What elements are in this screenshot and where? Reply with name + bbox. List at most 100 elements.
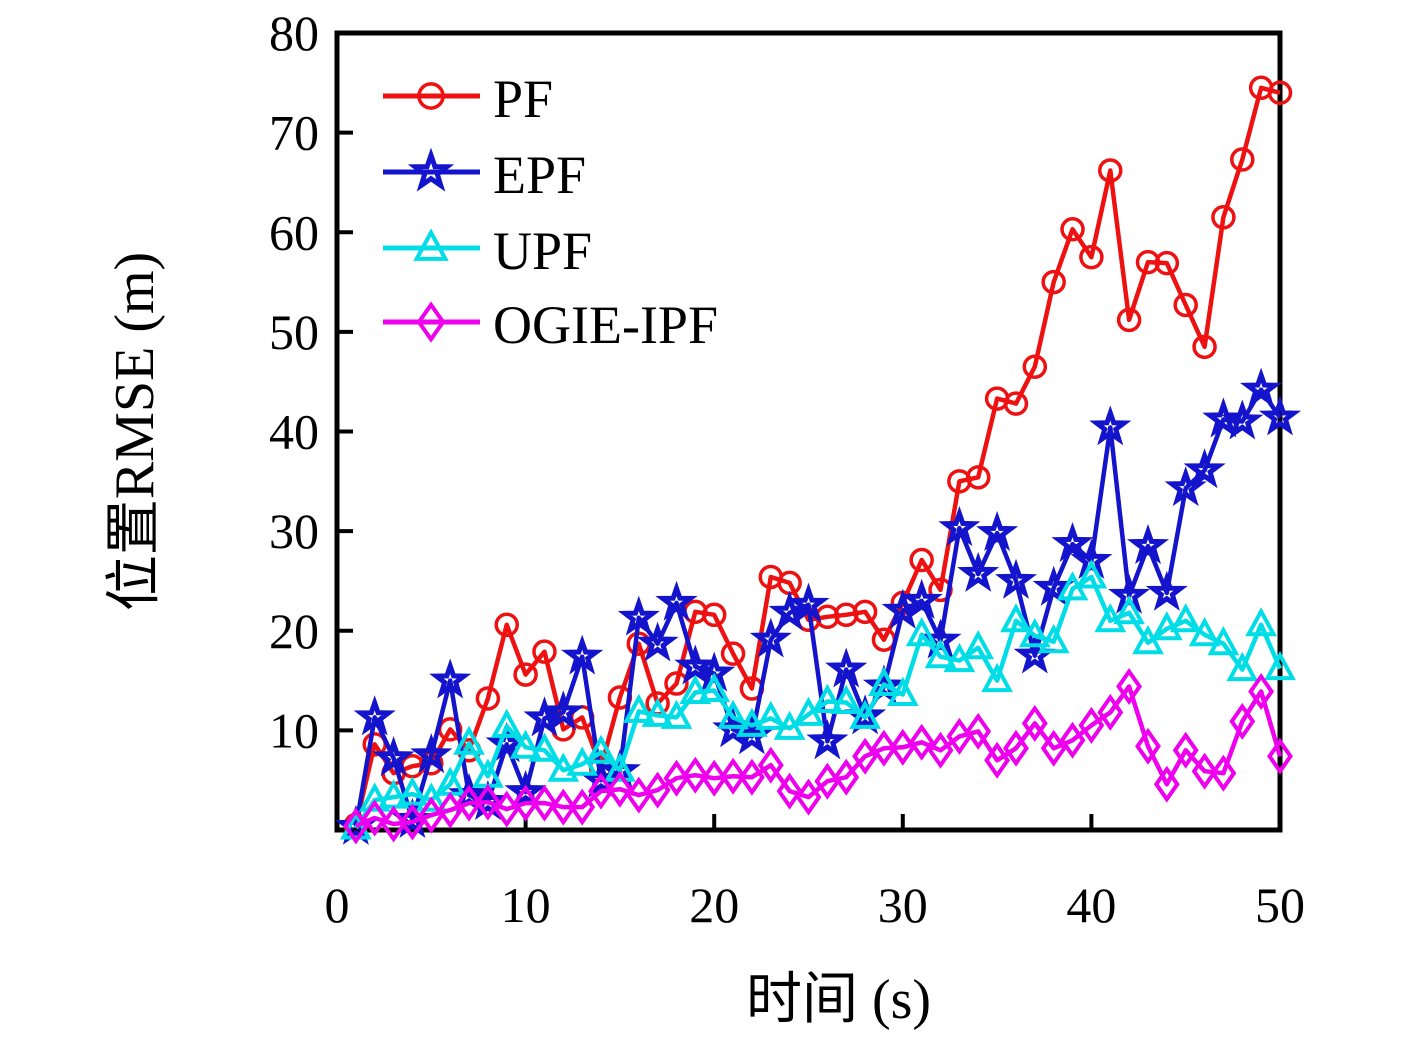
triangle-marker [830, 684, 863, 714]
diamond-marker [984, 741, 1011, 779]
diamond-marker [1267, 737, 1293, 775]
diamond-marker [927, 731, 954, 769]
diamond-marker [1021, 704, 1048, 742]
triangle-marker [641, 697, 674, 727]
circle-marker [494, 612, 519, 638]
triangle-marker [811, 683, 844, 713]
diamond-marker [380, 805, 407, 843]
legend-label-OGIE-IPF: OGIE-IPF [493, 295, 718, 355]
legend-item-EPF: EPF [383, 145, 586, 205]
diamond-marker [644, 771, 671, 809]
circle-marker [1135, 249, 1161, 275]
star-marker [1183, 448, 1226, 489]
triangle-marker [886, 676, 919, 706]
diamond-marker [757, 746, 784, 784]
diamond-marker [776, 772, 803, 810]
star-marker [655, 580, 698, 621]
circle-marker [909, 547, 934, 573]
circle-marker [1041, 269, 1066, 295]
star-marker [938, 505, 981, 547]
star-marker [636, 621, 679, 662]
y-axis-label: 位置RMSE (m) [104, 252, 166, 611]
triangle-marker [585, 734, 617, 764]
circle-marker [720, 641, 746, 666]
star-marker [787, 582, 830, 623]
diamond-marker [852, 737, 879, 775]
diamond-marker [1078, 706, 1105, 744]
triangle-marker [453, 725, 485, 755]
triangle-marker [547, 752, 580, 782]
x-tick-label-0: 0 [325, 877, 350, 933]
circle-marker [1230, 147, 1255, 172]
triangle-marker [698, 672, 731, 702]
triangle-marker [1169, 603, 1202, 633]
triangle-marker [849, 699, 881, 729]
legend: PF EPF UPF OGIE-IPF [383, 69, 718, 355]
y-tick-label-50: 50 [269, 304, 319, 360]
star-marker [749, 617, 792, 658]
diamond-marker [342, 807, 369, 845]
triangle-marker [924, 639, 957, 669]
triangle-marker [415, 782, 448, 812]
x-axis-label: 时间 (s) [746, 969, 931, 1031]
star-marker [410, 733, 453, 774]
diamond-marker [569, 788, 596, 826]
y-tick-label-40: 40 [269, 404, 319, 460]
triangle-marker [509, 729, 542, 759]
legend-label-UPF: UPF [493, 221, 592, 281]
x-tick-label-20: 20 [689, 877, 739, 933]
triangle-marker [905, 617, 938, 647]
x-tick-label-30: 30 [878, 877, 928, 933]
triangle-marker [1188, 617, 1221, 647]
triangle-marker [1132, 625, 1164, 655]
legend-item-OGIE-IPF: OGIE-IPF [383, 295, 718, 355]
x-tick-label-10: 10 [501, 877, 551, 933]
star-marker [504, 769, 547, 811]
triangle-marker [413, 228, 449, 261]
circle-marker [1192, 334, 1217, 360]
legend-item-UPF: UPF [383, 221, 592, 281]
triangle-marker [1264, 650, 1296, 681]
series-OGIE-IPF [342, 668, 1293, 845]
circle-marker [1098, 158, 1123, 183]
star-marker [429, 658, 472, 699]
triangle-marker [679, 674, 712, 704]
star-marker [407, 147, 455, 192]
diamond-marker [1097, 693, 1124, 731]
triangle-marker [773, 710, 806, 740]
star-marker [1032, 565, 1075, 606]
star-marker [372, 736, 415, 777]
diamond-marker [1210, 754, 1237, 792]
diamond-marker [1040, 729, 1067, 767]
star-marker [995, 558, 1038, 599]
y-tick-label-70: 70 [269, 105, 319, 161]
triangle-marker [490, 708, 523, 738]
diamond-marker [437, 791, 464, 829]
star-marker [353, 695, 396, 736]
circle-marker [513, 662, 538, 687]
diamond-marker [1116, 668, 1143, 705]
circle-marker [1060, 217, 1085, 242]
circle-marker [664, 671, 689, 696]
star-marker [674, 644, 717, 685]
diamond-marker [908, 723, 935, 761]
diamond-marker [1191, 752, 1218, 790]
diamond-marker [738, 758, 765, 796]
star-marker [1258, 395, 1302, 436]
star-marker [1145, 570, 1188, 611]
circle-marker [1154, 250, 1180, 276]
star-marker [957, 551, 1000, 592]
diamond-marker [416, 301, 446, 343]
triangle-marker [1113, 595, 1145, 625]
diamond-marker [1153, 765, 1180, 803]
diamond-marker [550, 788, 577, 826]
diamond-marker [1229, 702, 1256, 740]
star-marker [900, 578, 943, 619]
x-tick-label-50: 50 [1255, 877, 1305, 933]
star-marker [1126, 523, 1170, 564]
diamond-marker [795, 778, 822, 816]
y-tick-label-30: 30 [269, 503, 319, 559]
